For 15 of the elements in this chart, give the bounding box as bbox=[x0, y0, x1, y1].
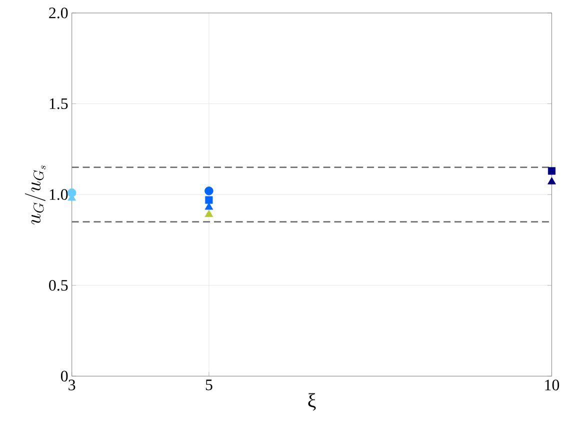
y-axis-title: $u_G/u_{G_s}$ bbox=[24, 166, 46, 224]
point bbox=[204, 186, 214, 196]
point bbox=[548, 167, 556, 175]
y-tick-label: 1.5 bbox=[50, 98, 68, 110]
y-tick-label: 1.0 bbox=[50, 189, 68, 200]
y-tick-label: 2.0 bbox=[49, 8, 68, 18]
y-tick-label: 0 bbox=[60, 370, 68, 382]
point bbox=[205, 196, 213, 204]
y-tick-label: 0.5 bbox=[49, 280, 68, 291]
point bbox=[204, 210, 214, 218]
x-tick-label: 10 bbox=[545, 380, 560, 390]
x-axis-title: ξ bbox=[308, 393, 316, 411]
x-tick-label: 3 bbox=[68, 380, 76, 390]
x-tick-label: 5 bbox=[206, 380, 212, 390]
point bbox=[548, 177, 556, 184]
